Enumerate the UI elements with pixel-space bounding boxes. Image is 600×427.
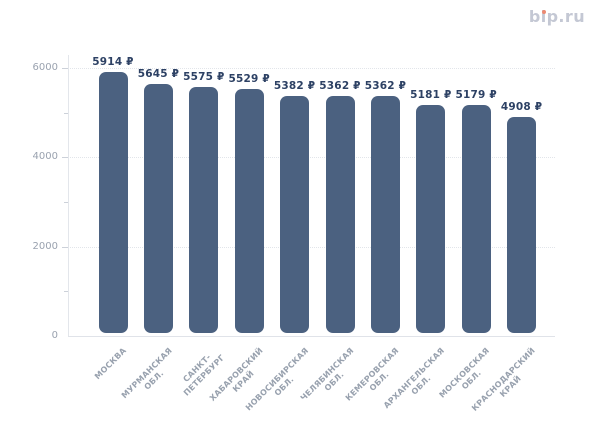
y-axis-label-6000: 6000 [32,62,58,73]
bar-value-label-6: 5362 ₽ [319,80,361,93]
bar-6 [325,96,355,333]
y-axis-label-4000: 4000 [32,151,58,163]
bar-value-label-9: 5179 ₽ [455,88,497,101]
logo-text-b: b [528,7,541,26]
x-axis-category-1: МОСКВА [93,346,129,382]
y-axis-label-2000: 2000 [32,240,58,252]
bar-value-label-10: 4908 ₽ [500,100,543,113]
y-minor-tick-5000 [64,112,69,114]
bar-value-label-7: 5362 ₽ [364,80,407,93]
bar-2 [143,83,173,333]
gridline-6000 [68,68,555,69]
bar-10 [507,116,537,333]
bar-3 [189,86,219,333]
y-axis-line [68,55,69,336]
y-minor-tick-3000 [64,202,69,203]
bar-value-label-5: 5382 ₽ [273,79,316,92]
y-axis-label-0: 0 [51,330,58,341]
gridline-4000 [68,157,555,159]
logo-bip-ru[interactable]: bi p.ru [529,9,585,25]
bar-4 [234,89,264,333]
y-major-tick-6000 [62,68,68,69]
bar-9 [461,104,491,333]
bar-value-label-8: 5181 ₽ [410,88,452,101]
bar-8 [416,104,446,333]
bar-5 [280,95,310,333]
logo-text-i: i [540,7,547,26]
x-axis-line [68,336,555,337]
bar-value-label-1: 5914 ₽ [92,55,134,68]
x-axis-category-2: МУРМАНСКАЯ ОБЛ. [119,346,174,401]
bar-value-label-2: 5645 ₽ [137,67,180,80]
y-major-tick-4000 [62,157,68,159]
y-minor-tick-1000 [64,291,69,293]
bar-value-label-4: 5529 ₽ [228,73,270,86]
logo-text-rest: p.ru [546,7,585,26]
bar-1 [98,71,128,333]
y-major-tick-2000 [62,246,68,248]
logo-i-dot [541,9,546,14]
gridline-2000 [68,246,555,248]
bar-7 [370,96,400,333]
bar-value-label-3: 5575 ₽ [183,70,225,83]
